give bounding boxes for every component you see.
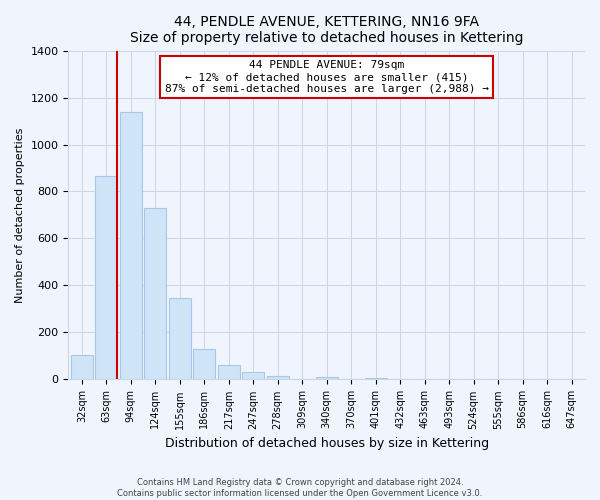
Bar — [267, 376, 289, 380]
Bar — [71, 355, 93, 380]
Bar — [95, 176, 118, 380]
X-axis label: Distribution of detached houses by size in Kettering: Distribution of detached houses by size … — [164, 437, 489, 450]
Bar — [365, 378, 386, 380]
Y-axis label: Number of detached properties: Number of detached properties — [15, 128, 25, 302]
Bar — [316, 377, 338, 380]
Bar — [193, 349, 215, 380]
Title: 44, PENDLE AVENUE, KETTERING, NN16 9FA
Size of property relative to detached hou: 44, PENDLE AVENUE, KETTERING, NN16 9FA S… — [130, 15, 523, 45]
Bar — [145, 208, 166, 380]
Text: 44 PENDLE AVENUE: 79sqm
← 12% of detached houses are smaller (415)
87% of semi-d: 44 PENDLE AVENUE: 79sqm ← 12% of detache… — [165, 60, 489, 94]
Bar — [169, 298, 191, 380]
Bar — [120, 112, 142, 380]
Bar — [218, 366, 240, 380]
Text: Contains HM Land Registry data © Crown copyright and database right 2024.
Contai: Contains HM Land Registry data © Crown c… — [118, 478, 482, 498]
Bar — [242, 372, 264, 380]
